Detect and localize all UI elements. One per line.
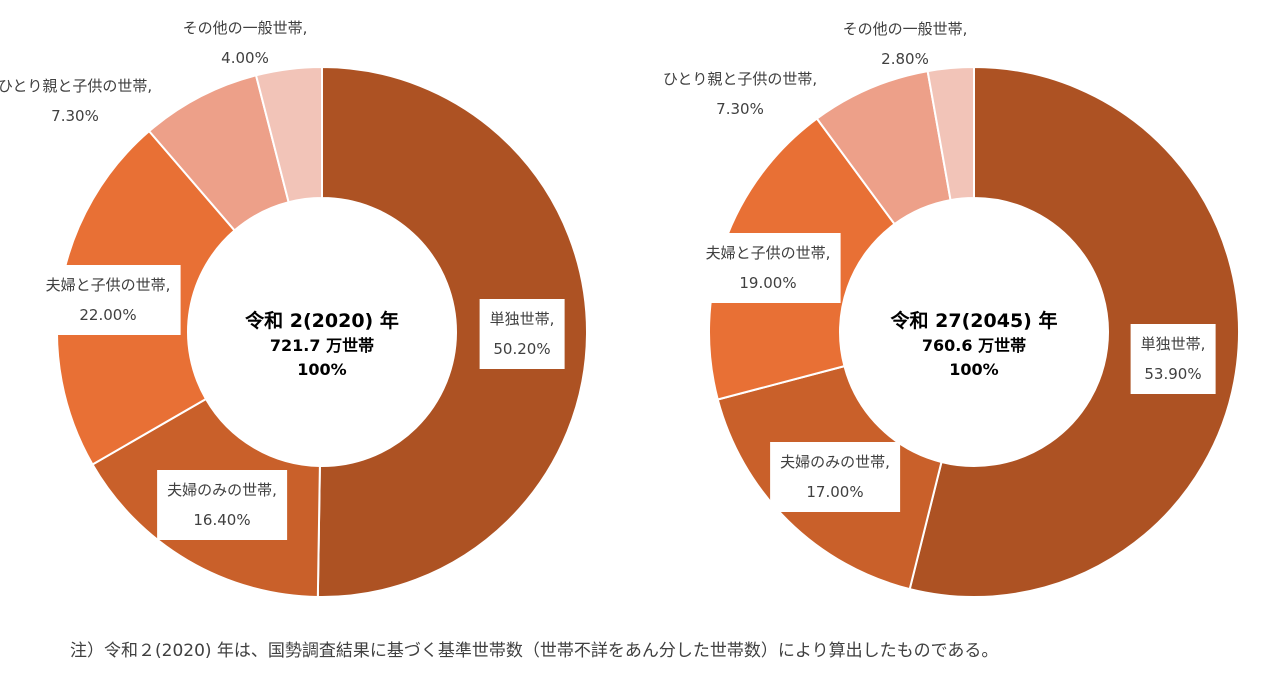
category-label: 夫婦のみの世帯, [167, 481, 277, 499]
value-label: 17.00% [806, 483, 864, 501]
center-title: 令和 27(2045) 年 [890, 310, 1058, 332]
data-label: ひとり親と子供の世帯, 7.30% [663, 64, 817, 124]
category-label: ひとり親と子供の世帯, [0, 77, 153, 95]
value-label: 7.30% [716, 100, 764, 118]
center-label: 令和 2(2020) 年 721.7 万世帯 100% [245, 308, 399, 382]
category-label: 単独世帯, [489, 310, 555, 328]
data-label: その他の一般世帯, 4.00% [183, 13, 308, 73]
category-label: 夫婦と子供の世帯, [705, 244, 831, 262]
data-label: 夫婦と子供の世帯, 19.00% [695, 233, 841, 303]
value-label: 2.80% [881, 50, 929, 68]
value-label: 16.40% [193, 511, 251, 529]
value-label: 50.20% [493, 340, 551, 358]
footnote: 注）令和２(2020) 年は、国勢調査結果に基づく基準世帯数（世帯不詳をあん分し… [70, 641, 999, 661]
center-title: 令和 2(2020) 年 [245, 310, 399, 332]
center-label: 令和 27(2045) 年 760.6 万世帯 100% [891, 308, 1058, 382]
data-label: 夫婦のみの世帯, 16.40% [157, 470, 287, 540]
category-label: 夫婦と子供の世帯, [45, 276, 171, 294]
category-label: ひとり親と子供の世帯, [662, 70, 818, 88]
value-label: 7.30% [51, 107, 99, 125]
center-total: 760.6 万世帯 [921, 336, 1027, 355]
donut-slice [908, 65, 1240, 598]
category-label: その他の一般世帯, [842, 20, 968, 38]
value-label: 53.90% [1144, 365, 1202, 383]
data-label: その他の一般世帯, 2.80% [843, 14, 968, 74]
data-label: ひとり親と子供の世帯, 7.30% [0, 71, 152, 131]
category-label: 単独世帯, [1140, 335, 1206, 353]
category-label: 夫婦のみの世帯, [780, 453, 890, 471]
center-percent: 100% [297, 360, 347, 379]
center-total: 721.7 万世帯 [269, 336, 375, 355]
value-label: 19.00% [739, 274, 797, 292]
donut-slice [316, 65, 589, 598]
center-percent: 100% [949, 360, 999, 379]
data-label: 夫婦のみの世帯, 17.00% [770, 442, 900, 512]
data-label: 単独世帯, 50.20% [479, 299, 565, 369]
donut-slice [254, 65, 323, 204]
value-label: 4.00% [221, 49, 269, 67]
value-label: 22.00% [79, 306, 137, 324]
data-label: 単独世帯, 53.90% [1130, 324, 1216, 394]
donut-slice [926, 65, 975, 202]
data-label: 夫婦と子供の世帯, 22.00% [35, 265, 181, 335]
category-label: その他の一般世帯, [182, 19, 308, 37]
